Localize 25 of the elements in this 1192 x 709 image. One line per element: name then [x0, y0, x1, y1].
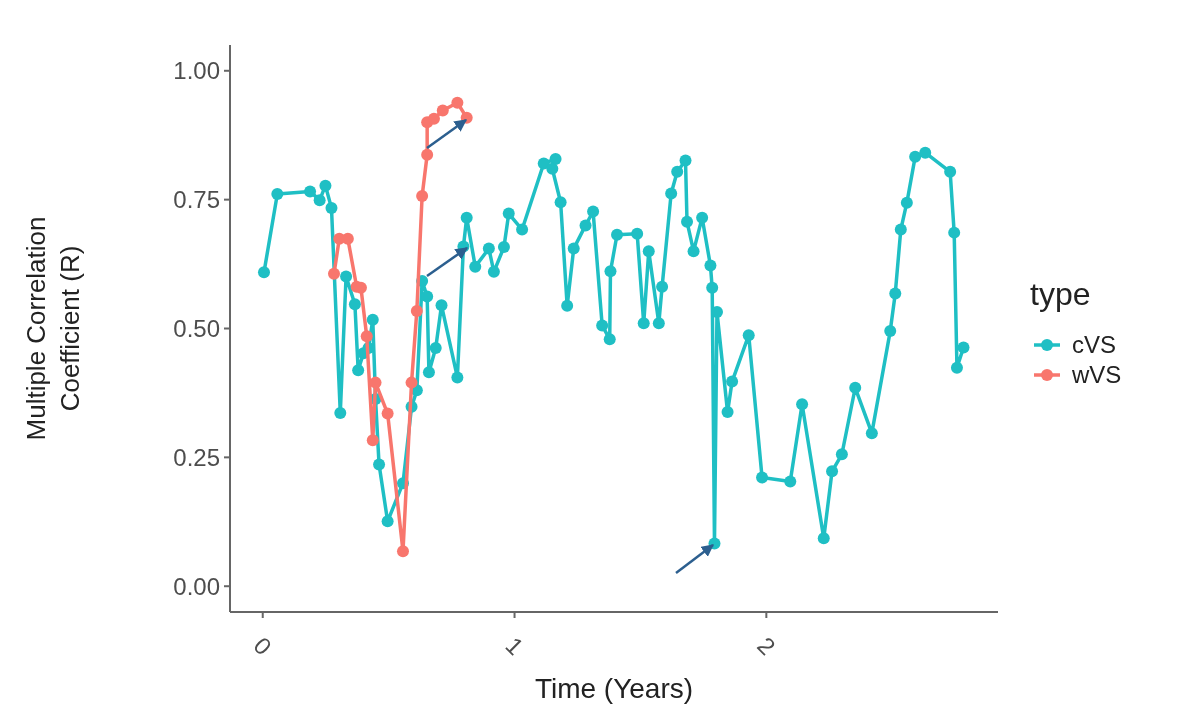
point: [396, 545, 409, 558]
point: [381, 407, 394, 420]
point: [451, 96, 464, 109]
x-tick-label: 2: [752, 631, 781, 661]
y-tick-label: 0.75: [173, 186, 220, 214]
y-tick-label: 0.50: [173, 314, 220, 342]
point: [416, 190, 429, 203]
y-tick-label: 1.00: [173, 57, 220, 85]
x-tick-label: 1: [500, 631, 529, 661]
point: [410, 304, 423, 317]
point: [328, 267, 340, 280]
legend-title: type: [1030, 276, 1091, 312]
y-tick-label: 0.25: [173, 443, 220, 471]
x-axis-title: Time (Years): [534, 673, 694, 704]
y-axis-title: Multiple Correlation Coefficient (R): [21, 216, 85, 441]
x-tick-label: 0: [248, 631, 278, 661]
point: [421, 148, 434, 161]
legend-label: wVS: [1071, 361, 1122, 389]
point: [360, 330, 373, 343]
legend-label: cVS: [1072, 331, 1117, 359]
point: [405, 376, 418, 389]
y-tick-label: 0.00: [173, 572, 220, 600]
point: [436, 104, 449, 117]
point: [366, 434, 379, 447]
point: [427, 112, 440, 125]
